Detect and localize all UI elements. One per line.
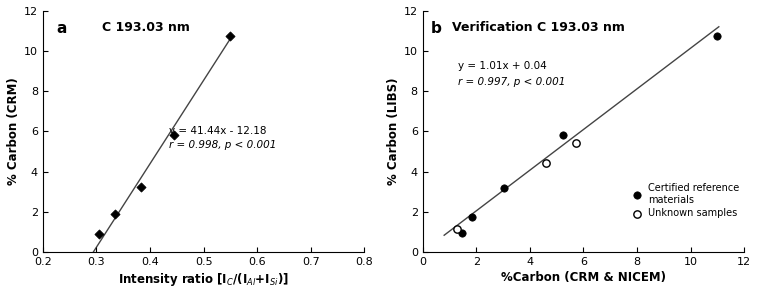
Point	[712, 34, 724, 39]
X-axis label: Intensity ratio [I$_C$/(I$_{Al}$+I$_{Si}$)]: Intensity ratio [I$_C$/(I$_{Al}$+I$_{Si}…	[118, 271, 289, 288]
Point	[224, 34, 236, 39]
X-axis label: %Carbon (CRM & NICEM): %Carbon (CRM & NICEM)	[501, 271, 666, 284]
Y-axis label: % Carbon (LIBS): % Carbon (LIBS)	[387, 78, 399, 185]
Point	[556, 132, 568, 137]
Point	[498, 185, 510, 190]
Point	[168, 132, 180, 137]
Text: b: b	[431, 21, 442, 36]
Text: r = 0.998, p < 0.001: r = 0.998, p < 0.001	[169, 140, 276, 150]
Point	[108, 212, 121, 217]
Legend: Certified reference
materials, Unknown samples: Certified reference materials, Unknown s…	[631, 183, 739, 219]
Point	[93, 231, 105, 236]
Point	[570, 141, 582, 145]
Text: r = 0.997, p < 0.001: r = 0.997, p < 0.001	[458, 77, 565, 87]
Text: Verification C 193.03 nm: Verification C 193.03 nm	[453, 21, 625, 34]
Y-axis label: % Carbon (CRM): % Carbon (CRM)	[7, 78, 20, 185]
Point	[456, 231, 468, 236]
Point	[451, 226, 463, 231]
Point	[466, 214, 478, 219]
Point	[136, 185, 148, 190]
Text: C 193.03 nm: C 193.03 nm	[102, 21, 190, 34]
Text: a: a	[56, 21, 67, 36]
Point	[540, 160, 552, 165]
Text: y = 41.44x - 12.18: y = 41.44x - 12.18	[169, 125, 266, 135]
Text: y = 1.01x + 0.04: y = 1.01x + 0.04	[458, 61, 547, 71]
